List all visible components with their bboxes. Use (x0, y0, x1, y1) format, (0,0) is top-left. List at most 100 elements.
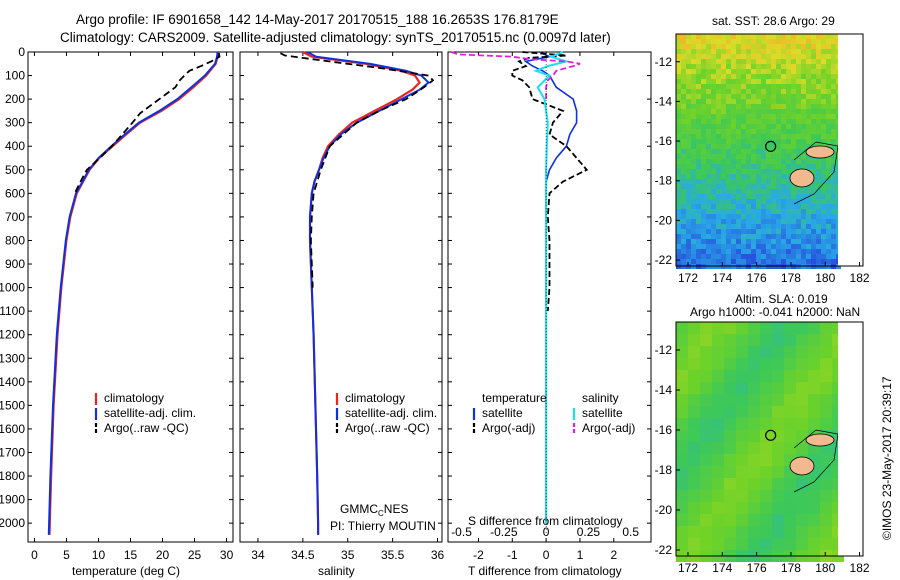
map-cell (781, 189, 786, 194)
map-cell (756, 259, 761, 264)
map-cell (681, 79, 686, 84)
map-cell (696, 174, 701, 179)
map-cell (736, 502, 748, 514)
map-cell (731, 169, 736, 174)
map-cell (796, 418, 808, 430)
map-cell (801, 124, 806, 129)
map-cell (761, 249, 766, 254)
map-cell (736, 219, 741, 224)
map-cell (811, 54, 816, 59)
series-climatology (302, 51, 422, 535)
map-cell (831, 109, 836, 114)
map-cell (731, 34, 736, 39)
map-cell (796, 54, 801, 59)
map-cell (676, 94, 681, 99)
map-cell (691, 59, 696, 64)
map-cell (726, 144, 731, 149)
map-cell (736, 184, 741, 189)
map-cell (776, 134, 781, 139)
legend-temperature-heading: temperature (482, 391, 547, 405)
org-tail: NES (383, 502, 409, 516)
map-cell (776, 249, 781, 254)
map-cell (681, 154, 686, 159)
map-cell (724, 442, 736, 454)
map-cell (706, 134, 711, 139)
map-cell (776, 54, 781, 59)
salinity-x-label: salinity (318, 564, 355, 578)
map-cell (711, 44, 716, 49)
map-cell (681, 104, 686, 109)
map-cell (786, 124, 791, 129)
legend-sal-satellite: satellite (582, 406, 623, 420)
map-cell (688, 526, 700, 538)
map-cell (716, 149, 721, 154)
map-cell (766, 99, 771, 104)
map-cell (686, 209, 691, 214)
map-cell (741, 209, 746, 214)
map-cell (771, 99, 776, 104)
map-cell (746, 214, 751, 219)
map-cell (676, 370, 688, 382)
map-cell (696, 224, 701, 229)
map-cell (784, 334, 796, 346)
map-cell (801, 74, 806, 79)
map-cell (721, 134, 726, 139)
map-cell (746, 44, 751, 49)
map-cell (776, 184, 781, 189)
map-cell (761, 69, 766, 74)
map-cell (751, 244, 756, 249)
map-cell (826, 249, 831, 254)
map-cell (691, 144, 696, 149)
map-cell (766, 89, 771, 94)
map-cell (716, 34, 721, 39)
map-cell (756, 214, 761, 219)
map-cell (696, 74, 701, 79)
map-cell (781, 229, 786, 234)
map-cell (701, 109, 706, 114)
map-cell (676, 64, 681, 69)
legend-climatology: climatology (345, 391, 406, 405)
map-cell (771, 219, 776, 224)
map-cell (826, 139, 831, 144)
map-cell (746, 134, 751, 139)
map-cell (676, 346, 688, 358)
map-cell (746, 69, 751, 74)
map-cell (796, 64, 801, 69)
map-cell (826, 89, 831, 94)
map-cell (766, 179, 771, 184)
map-cell (711, 119, 716, 124)
map-cell (826, 184, 831, 189)
map-cell (831, 194, 836, 199)
map-cell (741, 119, 746, 124)
map-cell (691, 54, 696, 59)
map-cell (721, 74, 726, 79)
map-cell (796, 478, 808, 490)
map-cell (806, 64, 811, 69)
series-temperature-satellite (523, 51, 578, 524)
map-cell (746, 104, 751, 109)
map-cell (721, 184, 726, 189)
map-cell (701, 69, 706, 74)
island-vanua-levu (805, 433, 835, 447)
map-cell (786, 79, 791, 84)
map-cell (771, 239, 776, 244)
map-cell (686, 214, 691, 219)
map-cell (821, 129, 826, 134)
map-cell (731, 154, 736, 159)
map-cell (741, 79, 746, 84)
map-cell (696, 249, 701, 254)
map-cell (706, 209, 711, 214)
map-cell (772, 478, 784, 490)
map-cell (724, 478, 736, 490)
map-cell (726, 109, 731, 114)
map-cell (700, 430, 712, 442)
map-cell (806, 139, 811, 144)
map-cell (771, 194, 776, 199)
x-tick-label: 35 (341, 548, 355, 562)
salinity-panel-frame (239, 51, 443, 543)
map-cell (686, 134, 691, 139)
map-cell (748, 346, 760, 358)
map-cell (786, 119, 791, 124)
y-tick-label: 900 (5, 257, 25, 271)
map-cell (751, 64, 756, 69)
